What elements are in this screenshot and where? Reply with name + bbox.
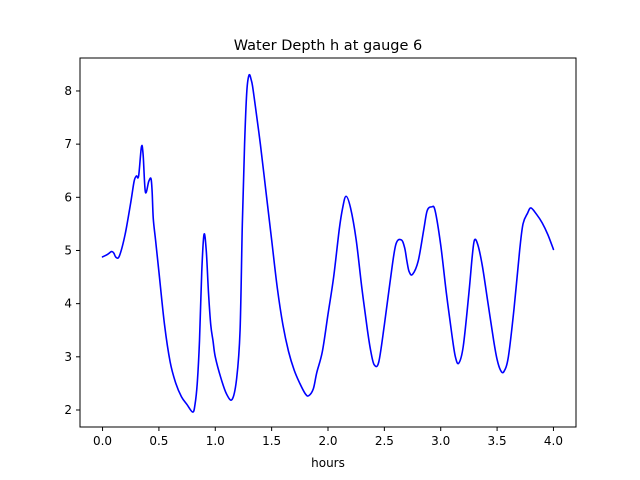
x-tick-label: 2.5 [375,434,394,448]
x-tick-label: 3.0 [431,434,450,448]
plot-line-layer [101,73,555,413]
y-tick-label: 5 [64,243,72,257]
y-tick-layer: 2 3 4 5 6 7 8 [64,84,80,417]
y-tick-label: 4 [64,297,72,311]
x-tick-layer: 0.0 0.5 1.0 1.5 2.0 2.5 3.0 3.5 4.0 [93,427,563,448]
y-tick-label: 2 [64,403,72,417]
y-tick-label: 8 [64,84,72,98]
y-tick-label: 7 [64,137,72,151]
x-tick-label: 0.0 [93,434,112,448]
x-tick-label: 2.0 [318,434,337,448]
x-tick-label: 1.5 [262,434,281,448]
chart-title: Water Depth h at gauge 6 [234,38,422,54]
x-tick-label: 4.0 [544,434,563,448]
y-tick-label: 6 [64,190,72,204]
water-depth-line [101,73,555,413]
y-tick-label: 3 [64,350,72,364]
x-axis-label: hours [311,456,345,470]
x-tick-label: 0.5 [149,434,168,448]
x-tick-label: 3.5 [488,434,507,448]
x-tick-label: 1.0 [206,434,225,448]
